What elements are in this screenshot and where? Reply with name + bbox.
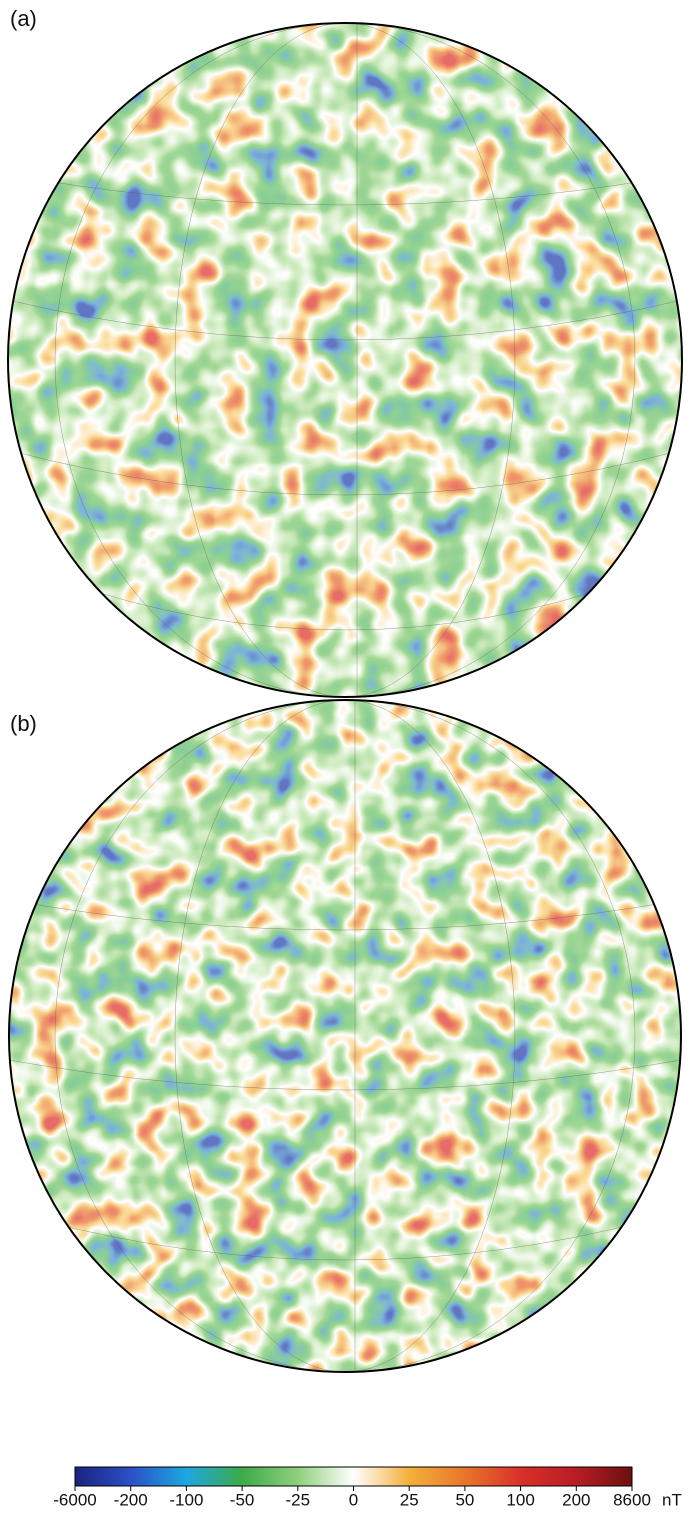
colorbar-tick-label: 0 (349, 1490, 358, 1509)
colorbar-tick-label: 8600 (613, 1490, 651, 1509)
colorbar-tick-label: 25 (400, 1490, 419, 1509)
figure: (a) (b) nT -6000 -200 -100 -50 -25 0 25 50 100 20… (0, 0, 690, 1517)
colorbar-ramp (75, 1467, 632, 1486)
panel-label: (b) (10, 711, 37, 736)
globe-a (8, 23, 682, 697)
page: (a) (b) nT -6000 -200 -100 -50 -25 0 25 50 100 20… (0, 0, 690, 1522)
colorbar: nT -6000 -200 -100 -50 -25 0 25 50 100 200 8600 (53, 1467, 682, 1509)
colorbar-tick-label: -50 (230, 1490, 255, 1509)
colorbar-tick-label: 50 (455, 1490, 474, 1509)
anomaly-field (9, 700, 681, 1372)
colorbar-tick-label: -100 (169, 1490, 203, 1509)
globe-b (9, 700, 681, 1372)
colorbar-tick-label: 200 (562, 1490, 590, 1509)
colorbar-tick-label: -6000 (53, 1490, 96, 1509)
colorbar-unit: nT (662, 1490, 682, 1509)
colorbar-tick-label: 100 (506, 1490, 534, 1509)
panel-label: (a) (10, 6, 37, 31)
colorbar-tick-label: -200 (114, 1490, 148, 1509)
colorbar-tick-label: -25 (286, 1490, 311, 1509)
